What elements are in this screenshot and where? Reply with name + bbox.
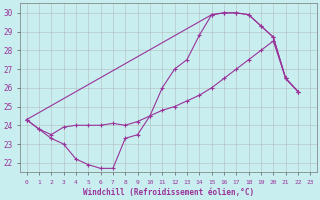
X-axis label: Windchill (Refroidissement éolien,°C): Windchill (Refroidissement éolien,°C) [83,188,254,197]
